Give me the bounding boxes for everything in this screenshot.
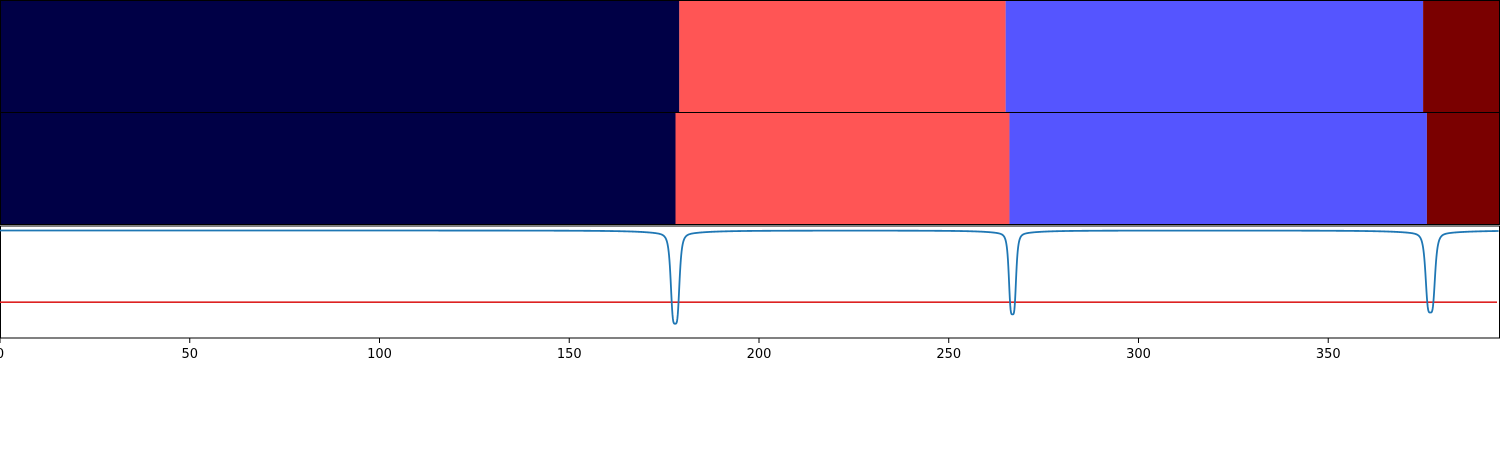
segment-rows <box>0 0 1500 225</box>
x-tick-label: 250 <box>936 347 961 362</box>
x-tick-label: 100 <box>367 347 392 362</box>
x-tick-label: 200 <box>747 347 772 362</box>
segment-1-1 <box>0 1 680 112</box>
segment-2-1 <box>0 113 676 224</box>
segment-1-3 <box>1005 1 1424 112</box>
segment-row-2 <box>0 112 1500 225</box>
x-tick-label: 150 <box>557 347 582 362</box>
signal-panel-frame <box>0 225 1500 339</box>
x-tick-label: 50 <box>181 347 198 362</box>
segment-1-2 <box>679 1 1006 112</box>
signal-line <box>0 229 1499 325</box>
x-tick-label: 350 <box>1316 347 1341 362</box>
x-tick-label: 0 <box>0 347 4 362</box>
segment-2-3 <box>1009 113 1427 224</box>
x-axis: 0 50 100 150 200 250 300 350 <box>0 338 1341 362</box>
segment-row-1 <box>0 0 1500 113</box>
segment-2-2 <box>675 113 1010 224</box>
segment-2-4 <box>1426 113 1499 224</box>
x-tick-label: 300 <box>1126 347 1151 362</box>
signal-panel <box>0 225 1500 339</box>
segment-1-4 <box>1423 1 1499 112</box>
